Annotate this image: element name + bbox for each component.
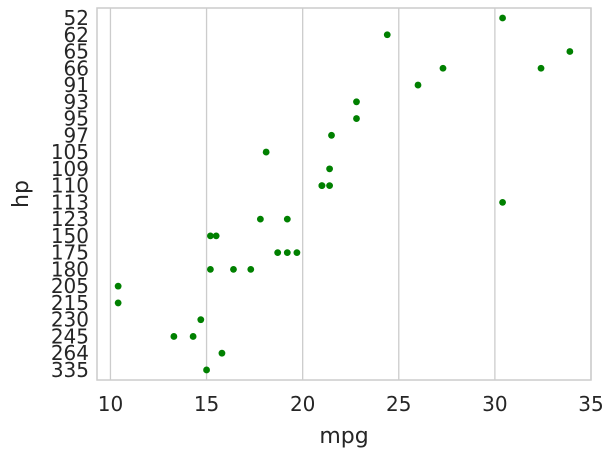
y-tick-label: 180 xyxy=(51,257,89,281)
y-tick-label: 62 xyxy=(64,23,89,47)
y-tick-label: 175 xyxy=(51,241,89,265)
y-tick-label: 95 xyxy=(64,107,89,131)
data-point xyxy=(207,232,214,240)
y-tick-label: 65 xyxy=(64,40,89,64)
data-point xyxy=(328,131,335,139)
y-tick-label: 230 xyxy=(51,308,89,332)
data-point xyxy=(207,266,214,273)
x-tick-label: 30 xyxy=(482,392,507,416)
y-tick-label: 105 xyxy=(51,140,89,164)
data-point xyxy=(283,215,291,223)
y-axis-label: hp xyxy=(9,180,34,208)
y-tick-label: 93 xyxy=(64,90,89,114)
data-point xyxy=(293,249,301,257)
data-point xyxy=(230,266,237,273)
data-point xyxy=(353,115,360,122)
y-tick-label: 52 xyxy=(64,6,89,30)
data-point xyxy=(114,299,122,307)
data-point xyxy=(566,48,574,55)
data-point xyxy=(326,182,333,190)
x-axis-label: mpg xyxy=(319,424,368,449)
y-tick-label: 150 xyxy=(51,224,89,248)
data-point xyxy=(212,232,220,240)
data-point xyxy=(189,333,197,340)
y-tick-label: 215 xyxy=(51,291,89,315)
x-tick-label: 25 xyxy=(386,392,411,416)
x-tick-label: 35 xyxy=(578,392,603,416)
data-point xyxy=(318,182,326,190)
data-point xyxy=(439,64,447,72)
y-tick-label: 245 xyxy=(51,324,89,348)
y-tick-label: 66 xyxy=(64,56,89,80)
data-point xyxy=(170,333,178,340)
data-point xyxy=(353,98,360,106)
y-tick-label: 91 xyxy=(64,73,89,97)
data-point xyxy=(218,349,226,357)
data-point xyxy=(499,198,506,206)
y-tick-label: 264 xyxy=(51,341,89,365)
data-point xyxy=(197,316,205,324)
x-tick-label: 10 xyxy=(98,392,123,416)
y-tick-label: 123 xyxy=(51,207,89,231)
data-point xyxy=(203,366,210,374)
y-tick-label: 109 xyxy=(51,157,89,181)
x-tick-label: 20 xyxy=(290,392,315,416)
x-tick-label: 15 xyxy=(194,392,219,416)
y-tick-label: 97 xyxy=(64,123,89,147)
data-point xyxy=(274,249,282,257)
plot-frame xyxy=(96,7,592,381)
data-point xyxy=(383,31,391,39)
x-tick-labels: 10 15 20 25 30 35 xyxy=(98,392,604,416)
data-point xyxy=(326,165,333,173)
data-point xyxy=(499,14,506,22)
data-point xyxy=(256,215,264,223)
data-point xyxy=(283,249,291,257)
grid-lines xyxy=(109,8,592,380)
data-point xyxy=(262,148,270,156)
y-tick-label: 110 xyxy=(51,174,89,198)
data-point xyxy=(247,266,255,273)
data-point xyxy=(414,81,422,89)
y-tick-label: 113 xyxy=(51,190,89,214)
data-point xyxy=(537,64,545,72)
y-tick-labels: 5262656691939597105109110113123150175180… xyxy=(51,6,89,382)
data-point xyxy=(114,282,122,290)
y-tick-label: 335 xyxy=(51,358,89,382)
data-points xyxy=(114,14,574,374)
y-tick-label: 205 xyxy=(51,274,89,298)
